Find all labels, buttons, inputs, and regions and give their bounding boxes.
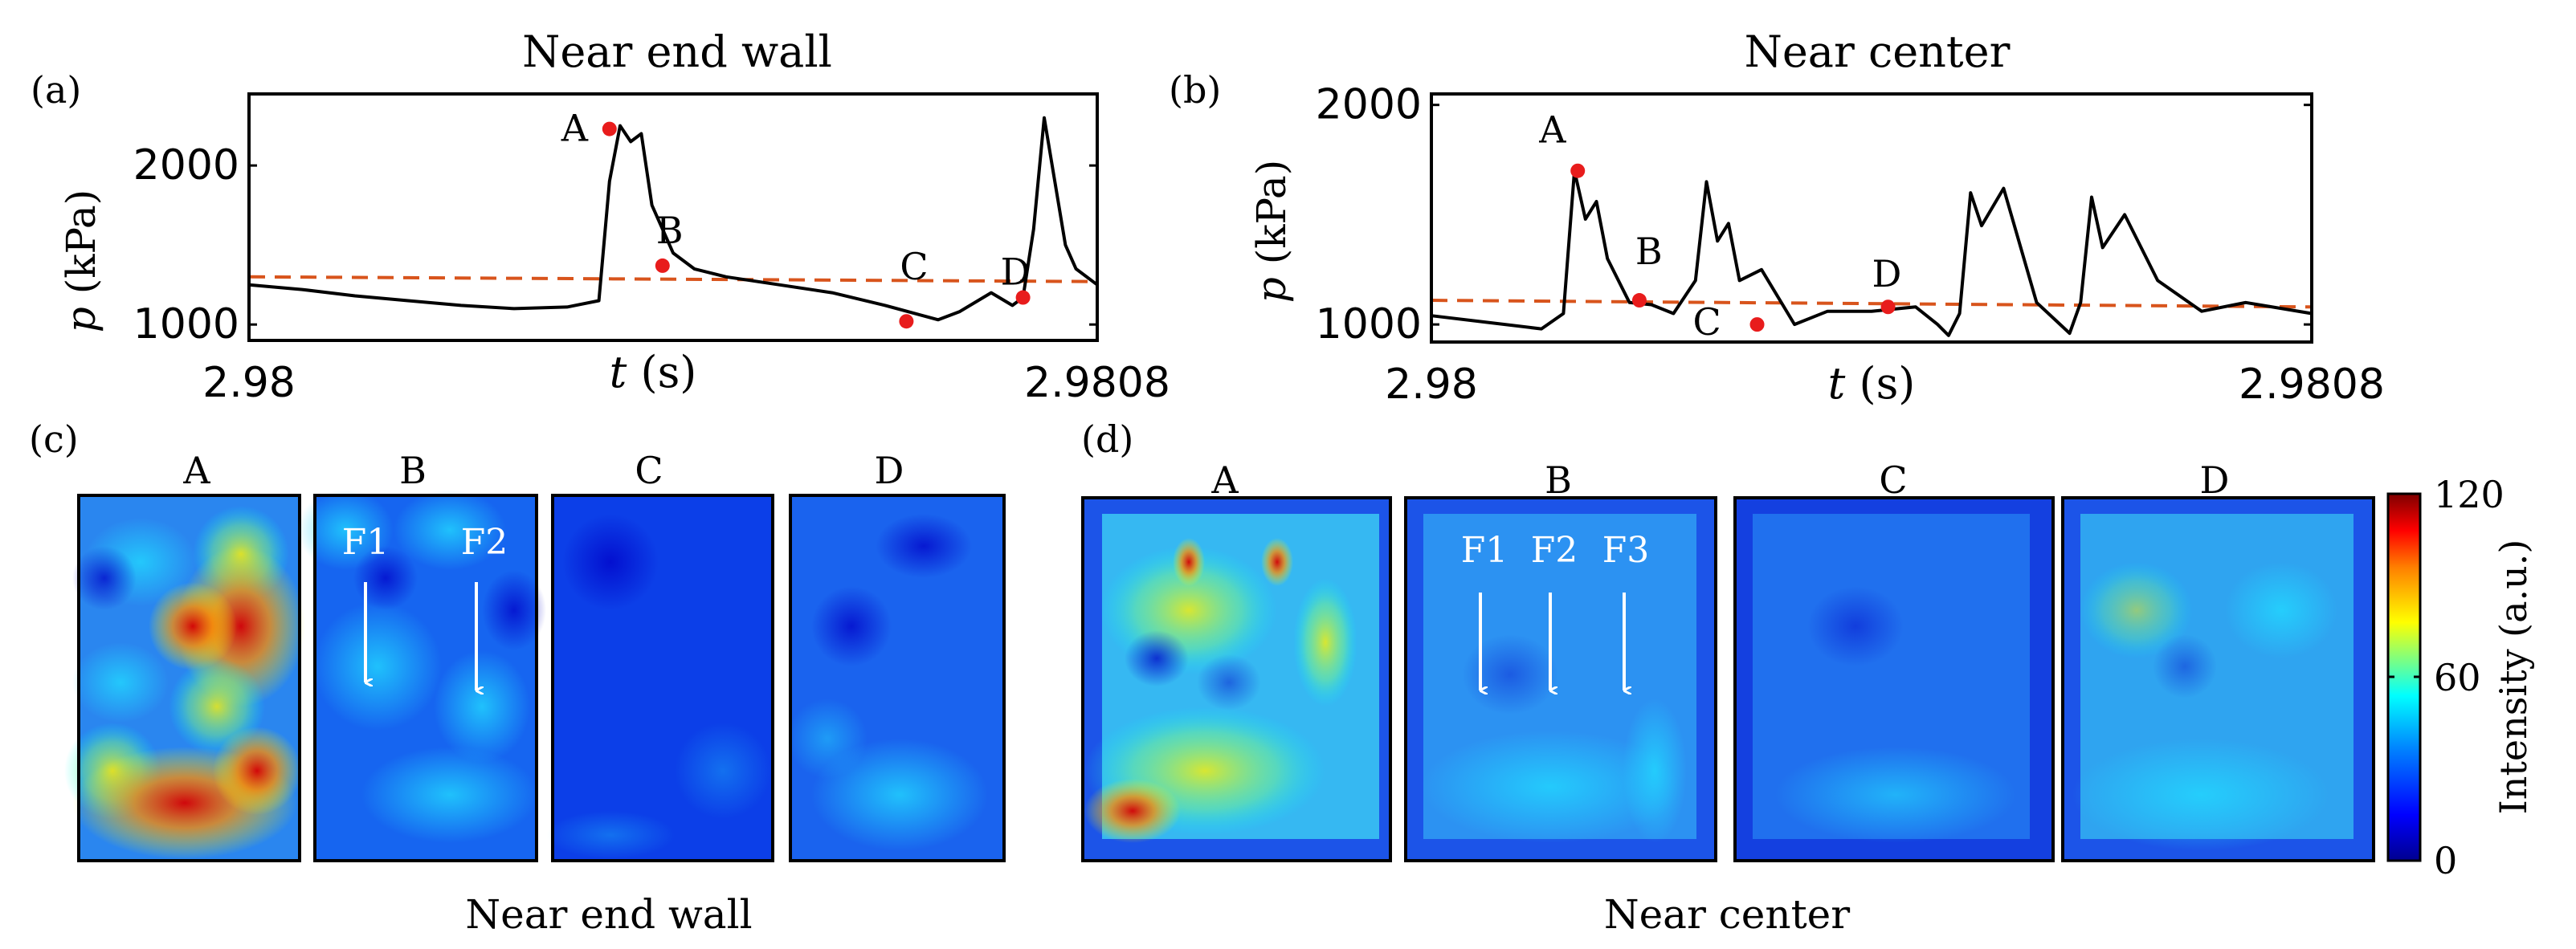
panel-c-frame-d-label: D (875, 449, 904, 492)
panel-a-pressure-line (248, 116, 1099, 322)
panel-d-frame-a-label: A (1210, 458, 1239, 502)
panel-a-axes-frame (247, 92, 1099, 342)
panel-b-y-axis-label: p (kPa) (1248, 160, 1295, 303)
panel-c-frame-b-label: B (399, 449, 427, 492)
panel-a-near-end-wall-plot: (a) Near end wall p (kPa) t (s) 1000 2000… (31, 26, 1170, 407)
panel-b-near-center-plot: (b) Near center p (kPa) t (s) 1000 2000 2.… (1169, 26, 2385, 409)
svg-text:p (kPa): p (kPa) (58, 189, 104, 332)
panel-b-ytick-label-2000: 2000 (1316, 81, 1422, 129)
panel-a-marker-label-B: B (656, 209, 684, 252)
panel-a-xtick-label-start: 2.98 (202, 359, 296, 407)
panel-b-x-axis-label: t (s) (1828, 358, 1916, 409)
panel-c-f1-label: F1 (342, 522, 390, 563)
panel-a-marker-C (899, 314, 914, 329)
panel-b-label: (b) (1169, 68, 1221, 112)
panel-d-caption: Near center (1604, 891, 1850, 938)
panel-b-marker-label-D: D (1872, 252, 1902, 295)
panel-c-frame-c-image (546, 495, 773, 861)
panel-c-frame-a-label: A (182, 449, 210, 492)
panel-d-frame-c-label: C (1879, 458, 1907, 502)
panel-a-label: (a) (31, 68, 81, 112)
panel-b-plot-area: 1000 2000 2.98 2.9808 A BC D (1316, 81, 2385, 409)
colorbar-tick-60: 60 (2434, 656, 2481, 699)
panel-b-marker-label-A: A (1538, 108, 1566, 152)
panel-c-frame-d-image (787, 495, 1004, 861)
panel-a-marker-label-A: A (561, 107, 589, 150)
panel-b-y-var: p (1248, 277, 1295, 303)
panel-a-y-axis-label: p (kPa) (58, 189, 104, 332)
panel-a-ytick-label-1000: 1000 (133, 300, 239, 348)
panel-a-marker-D (1015, 290, 1031, 305)
panel-b-xtick-label-start: 2.98 (1385, 360, 1478, 409)
colorbar-tick-0: 0 (2434, 839, 2457, 882)
panel-b-marker-B (1631, 293, 1647, 308)
panel-b-axes-frame (1430, 92, 2313, 344)
panel-d-frame-c-image (1735, 498, 2053, 861)
panel-d-frame-b-image (1406, 498, 1716, 861)
panel-b-ytick-label-1000: 1000 (1316, 300, 1422, 348)
panel-c-frame-b-image (297, 490, 546, 861)
panel-d-frame-a-image (1083, 498, 1390, 861)
panel-d-frame-b-label: B (1545, 458, 1572, 502)
panel-d-f2-label: F2 (1531, 530, 1578, 571)
panel-a-x-axis-label: t (s) (610, 347, 697, 397)
panel-a-marker-label-C: C (900, 245, 928, 288)
panel-c-caption: Near end wall (465, 891, 752, 938)
colorbar-tick-120: 120 (2434, 473, 2505, 516)
panel-a-marker-B (655, 258, 670, 273)
panel-a-xtick-label-end: 2.9808 (1024, 359, 1170, 407)
panel-d-f1-label: F1 (1461, 530, 1508, 571)
panel-c-frame-a-image (64, 495, 305, 861)
panel-b-marker-D (1880, 299, 1896, 315)
panel-b-marker-label-C: C (1693, 300, 1721, 344)
panel-b-pressure-line (1431, 169, 2313, 337)
panel-a-mean-trend-line (248, 275, 1098, 283)
panel-b-y-unit: (kPa) (1248, 160, 1295, 265)
panel-b-mean-trend-line (1431, 299, 2313, 309)
panel-d-center-images: (d) A B C D F1 F2 F3 (1081, 417, 2375, 938)
panel-a-marker-label-D: D (1001, 250, 1031, 294)
panel-a-marker-A (602, 121, 617, 136)
panel-c-label: (c) (29, 417, 79, 461)
panel-c-frame-c-label: C (635, 449, 663, 492)
panel-a-ytick-label-2000: 2000 (133, 141, 239, 189)
panel-d-label: (d) (1081, 417, 1133, 461)
panel-d-f3-label: F3 (1602, 530, 1650, 571)
svg-text:p (kPa): p (kPa) (1248, 160, 1295, 303)
panel-b-title: Near center (1745, 26, 2011, 77)
panel-a-y-unit: (kPa) (58, 189, 104, 295)
panel-a-y-var: p (58, 307, 104, 332)
panel-a-title: Near end wall (522, 26, 832, 77)
panel-b-marker-C (1749, 317, 1765, 332)
colorbar-label: Intensity (a.u.) (2492, 540, 2535, 815)
colorbar: 120 60 0 Intensity (a.u.) (2386, 473, 2535, 882)
panel-c-f2-label: F2 (461, 522, 508, 563)
panel-d-frame-d-label: D (2200, 458, 2230, 502)
panel-b-xtick-label-end: 2.9808 (2239, 360, 2385, 409)
panel-a-plot-area: 1000 2000 2.98 2.9808 A B C D (133, 107, 1170, 407)
panel-b-marker-A (1570, 163, 1586, 178)
panel-b-marker-label-B: B (1635, 230, 1663, 273)
panel-c-end-wall-images: (c) A B C D (29, 417, 1006, 938)
panel-d-frame-d-image (2063, 498, 2374, 861)
